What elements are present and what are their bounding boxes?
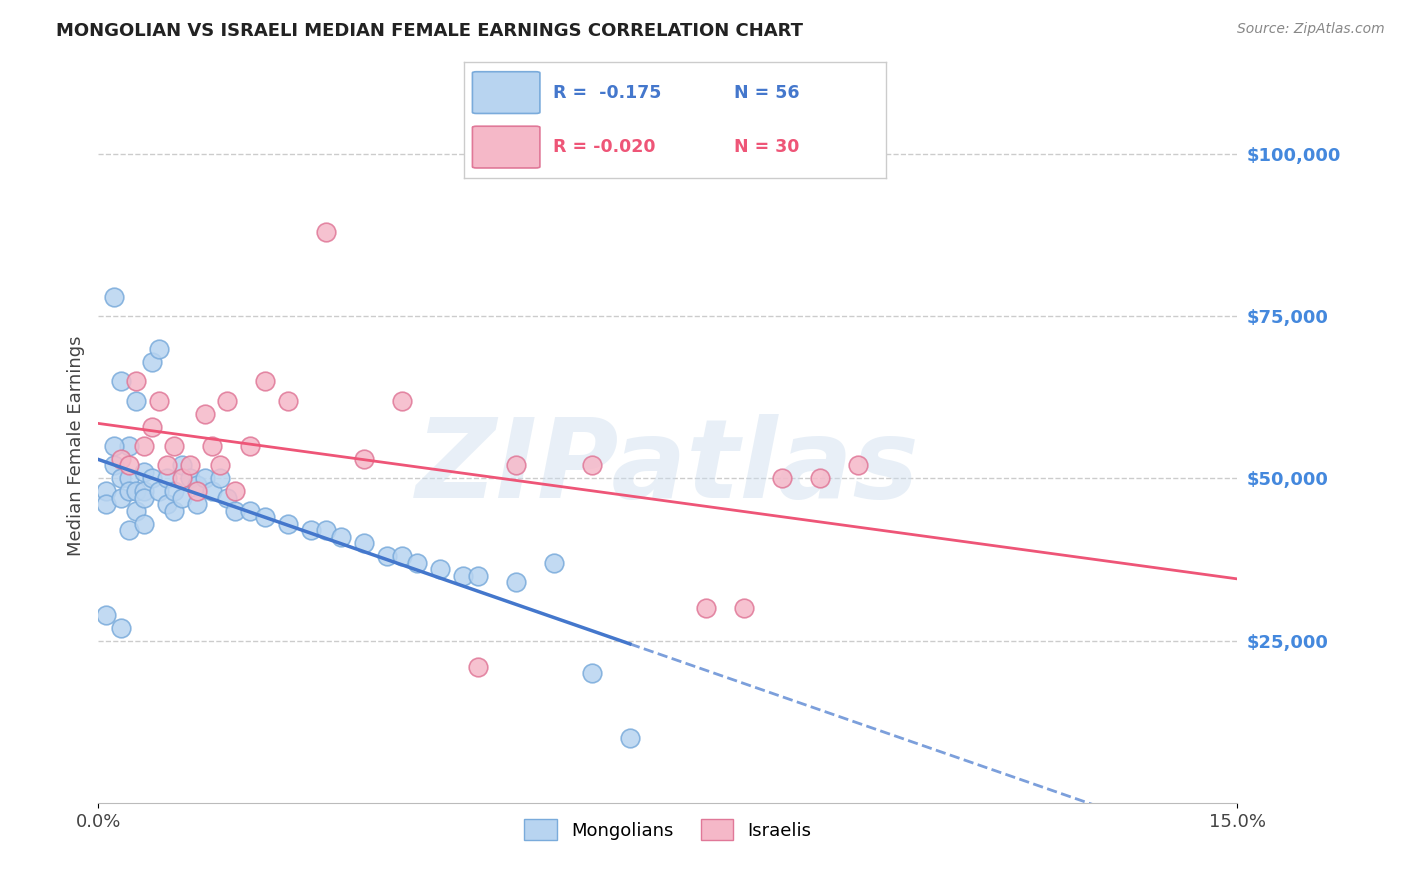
- Point: [391, 393, 413, 408]
- Point: [695, 601, 717, 615]
- Point: [110, 452, 132, 467]
- Point: [208, 471, 231, 485]
- Point: [156, 471, 179, 485]
- Point: [156, 497, 179, 511]
- Point: [330, 530, 353, 544]
- Point: [118, 471, 141, 485]
- Point: [733, 601, 755, 615]
- Point: [406, 556, 429, 570]
- Point: [217, 393, 239, 408]
- Point: [467, 568, 489, 582]
- Point: [467, 659, 489, 673]
- Point: [179, 458, 201, 473]
- Point: [581, 666, 603, 681]
- Point: [315, 524, 337, 538]
- Point: [194, 407, 217, 421]
- Point: [132, 484, 155, 499]
- Point: [132, 465, 155, 479]
- Point: [125, 374, 148, 388]
- Text: MONGOLIAN VS ISRAELI MEDIAN FEMALE EARNINGS CORRELATION CHART: MONGOLIAN VS ISRAELI MEDIAN FEMALE EARNI…: [56, 22, 803, 40]
- Point: [156, 458, 179, 473]
- Point: [103, 439, 125, 453]
- Point: [217, 491, 239, 505]
- Point: [224, 504, 246, 518]
- Point: [194, 471, 217, 485]
- Point: [353, 536, 375, 550]
- Point: [103, 458, 125, 473]
- Point: [118, 458, 141, 473]
- Point: [170, 458, 193, 473]
- FancyBboxPatch shape: [472, 71, 540, 113]
- Point: [170, 471, 193, 485]
- Point: [141, 471, 163, 485]
- Point: [132, 439, 155, 453]
- Point: [277, 393, 299, 408]
- Text: R = -0.020: R = -0.020: [553, 138, 655, 156]
- Point: [110, 621, 132, 635]
- Point: [429, 562, 451, 576]
- Point: [94, 484, 117, 499]
- Text: Source: ZipAtlas.com: Source: ZipAtlas.com: [1237, 22, 1385, 37]
- Point: [118, 439, 141, 453]
- Point: [118, 484, 141, 499]
- Point: [315, 225, 337, 239]
- Legend: Mongolians, Israelis: Mongolians, Israelis: [517, 812, 818, 847]
- Point: [110, 491, 132, 505]
- Point: [277, 516, 299, 531]
- Point: [94, 497, 117, 511]
- Point: [619, 731, 641, 745]
- Point: [141, 419, 163, 434]
- Point: [132, 516, 155, 531]
- Point: [163, 504, 186, 518]
- Point: [201, 484, 224, 499]
- Point: [148, 393, 170, 408]
- Point: [239, 439, 262, 453]
- Text: N = 30: N = 30: [734, 138, 799, 156]
- Point: [179, 471, 201, 485]
- Point: [239, 504, 262, 518]
- Point: [118, 524, 141, 538]
- Point: [148, 342, 170, 356]
- Point: [141, 354, 163, 368]
- Point: [170, 491, 193, 505]
- Point: [224, 484, 246, 499]
- Point: [186, 478, 208, 492]
- Point: [208, 458, 231, 473]
- Point: [110, 374, 132, 388]
- Point: [581, 458, 603, 473]
- Point: [299, 524, 322, 538]
- Point: [94, 607, 117, 622]
- Point: [391, 549, 413, 564]
- Point: [103, 290, 125, 304]
- Point: [201, 439, 224, 453]
- Point: [163, 439, 186, 453]
- Point: [254, 510, 277, 524]
- Point: [148, 484, 170, 499]
- Point: [125, 484, 148, 499]
- Point: [505, 458, 527, 473]
- Point: [110, 471, 132, 485]
- Point: [770, 471, 793, 485]
- Point: [451, 568, 474, 582]
- Point: [846, 458, 869, 473]
- Point: [353, 452, 375, 467]
- Point: [808, 471, 831, 485]
- Point: [132, 491, 155, 505]
- Point: [186, 484, 208, 499]
- Point: [125, 393, 148, 408]
- Point: [543, 556, 565, 570]
- Y-axis label: Median Female Earnings: Median Female Earnings: [66, 335, 84, 557]
- Point: [125, 504, 148, 518]
- FancyBboxPatch shape: [472, 126, 540, 168]
- Text: R =  -0.175: R = -0.175: [553, 84, 661, 102]
- Point: [186, 497, 208, 511]
- Point: [163, 484, 186, 499]
- Point: [254, 374, 277, 388]
- Point: [375, 549, 398, 564]
- Text: N = 56: N = 56: [734, 84, 800, 102]
- Text: ZIPatlas: ZIPatlas: [416, 414, 920, 521]
- Point: [505, 575, 527, 590]
